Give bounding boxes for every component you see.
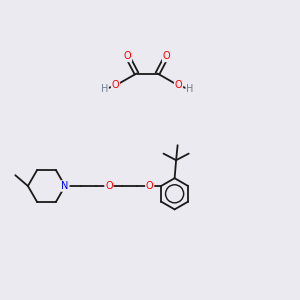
Text: O: O: [175, 80, 182, 91]
Text: O: O: [124, 51, 131, 62]
Text: H: H: [186, 84, 194, 94]
Text: N: N: [61, 181, 69, 191]
Text: O: O: [112, 80, 119, 91]
Text: O: O: [163, 51, 170, 62]
Text: O: O: [146, 181, 154, 191]
Text: H: H: [101, 84, 108, 94]
Text: O: O: [105, 181, 113, 191]
